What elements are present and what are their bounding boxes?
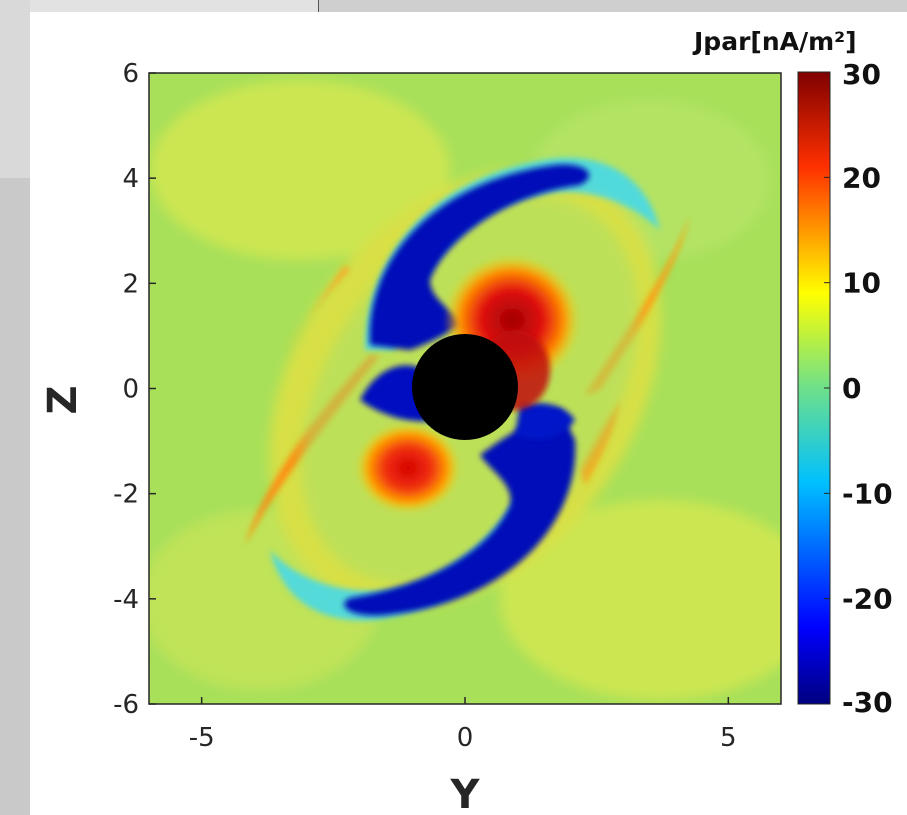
colorbar-title: Jpar[nA/m²] [692,27,857,56]
plot-area [149,73,781,704]
colorbar-tick-label: 0 [842,372,861,405]
y-axis-ticks: -6 -4 -2 0 2 4 6 [113,59,156,720]
x-axis-ticks: -5 0 5 [189,697,737,753]
colorbar-tick-label: 10 [842,267,881,300]
x-tick-label: 0 [457,723,474,753]
y-tick-label: 0 [122,375,139,405]
colorbar-tick-label: -30 [842,686,893,719]
y-tick-label: -6 [113,690,139,720]
x-axis-label: Y [450,772,481,815]
y-tick-label: 6 [122,59,139,89]
y-tick-label: 4 [122,164,139,194]
colorbar-ticks: 30 20 10 0 -10 -20 -30 [824,58,893,719]
y-tick-label: -4 [113,585,139,615]
x-tick-label: 5 [720,723,737,753]
y-tick-label: -2 [113,480,139,510]
colorbar-tick-label: 20 [842,161,881,194]
window-left-block [0,0,30,178]
colorbar-tick-label: -20 [842,583,893,616]
window-top-left-panel [0,0,319,12]
y-axis-label: Z [40,385,86,414]
planet-body [412,334,518,440]
y-tick-label: 2 [122,269,139,299]
colorbar-tick-label: 30 [842,58,881,91]
colorbar-tick-label: -10 [842,477,893,510]
x-tick-label: -5 [189,723,215,753]
